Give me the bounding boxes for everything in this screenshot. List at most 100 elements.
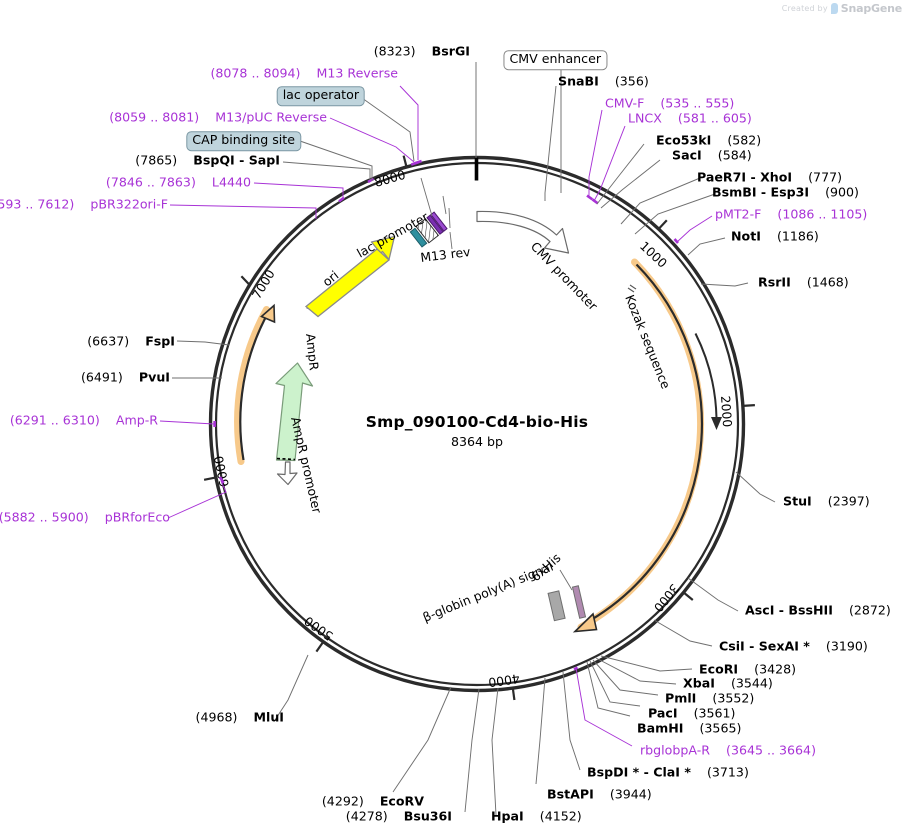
label-asci-bsshii[interactable]: AscI - BssHII (2872): [745, 604, 891, 618]
block-teal: [409, 227, 428, 248]
boxed-label-cmv-enhancer[interactable]: CMV enhancer: [503, 50, 607, 70]
label-lncx-name: LNCX: [628, 110, 662, 126]
label-ecori[interactable]: EcoRI (3428): [699, 661, 796, 677]
plasmid-name: Smp_090100-Cd4-bio-His: [365, 413, 589, 431]
label-bspqi-sapi[interactable]: (7865) BspQI - SapI: [135, 152, 280, 168]
snapgene-logo-icon: [830, 3, 838, 14]
label-mlui[interactable]: (4968) MluI: [196, 711, 284, 725]
label-bamhi[interactable]: BamHI (3565): [637, 720, 741, 736]
tick-5000: [315, 641, 325, 653]
label-snabi-position: (356): [614, 73, 649, 89]
tick-6000: [203, 476, 217, 481]
ampr-promoter-label: AmpR promoter: [288, 415, 325, 515]
label-bspdi-name: BspDI * - ClaI *: [587, 764, 691, 780]
label-saci[interactable]: SacI (584): [672, 149, 752, 163]
label-m13-reverse-name: M13 Reverse: [316, 65, 398, 81]
boxed-label-lac-operator[interactable]: lac operator: [276, 86, 365, 106]
leader-fspi: [176, 340, 230, 346]
label-bsmbi-esp3i[interactable]: BsmBI - Esp3I (900): [712, 184, 859, 200]
primer-tick-l4440: [367, 177, 375, 184]
label-bsrgi-position: (8323): [373, 43, 416, 59]
amp-arrowhead-left: [260, 303, 276, 324]
amp-core-arc-left: [239, 311, 270, 461]
label-eco53ki[interactable]: Eco53kI (582): [656, 134, 761, 148]
label-snabi[interactable]: SnaBI (356): [558, 73, 649, 89]
leader-cmvf: [588, 109, 603, 197]
label-m13-puc-reverse-position: (8059 .. 8081): [109, 109, 200, 125]
label-bstapi-name: BstAPI: [547, 786, 594, 802]
label-fspi-name: FspI: [145, 333, 175, 349]
label-noti[interactable]: NotI (1186): [731, 228, 819, 244]
label-bsu36i[interactable]: (4278) Bsu36I: [346, 810, 452, 824]
feature-tag-blocks: 6xHis β-globin poly(A) signal: [421, 550, 587, 625]
label-paer7i-xhoi[interactable]: PaeR7I - XhoI (777): [697, 171, 842, 185]
block-hatch: [415, 218, 440, 244]
label-pbr322ori-f[interactable]: (7593 .. 7612) pBR322ori-F: [0, 196, 168, 212]
label-pbrforeco[interactable]: (5882 .. 5900) pBRforEco: [0, 509, 170, 525]
label-bamhi-name: BamHI: [637, 720, 684, 736]
leader-bamhi: [586, 661, 631, 717]
label-bsmbi-name: BsmBI - Esp3I: [712, 184, 810, 200]
watermark-brand-text: SnapGene: [840, 2, 902, 15]
leader-pmli: [592, 659, 659, 696]
leader-pbrforeco: [167, 480, 227, 519]
leader-rsrii: [700, 282, 749, 287]
label-m13-puc-reverse[interactable]: (8059 .. 8081) M13/pUC Reverse: [109, 109, 327, 125]
label-pbrforeco-position: (5882 .. 5900): [0, 509, 89, 525]
label-rsrii[interactable]: RsrII (1468): [758, 276, 849, 290]
block-purple-b: [430, 211, 448, 232]
label-hpai-name: HpaI: [491, 808, 524, 824]
leader-pbr322orif: [169, 204, 317, 219]
orf-core-arc-right: [582, 263, 703, 626]
label-lncx[interactable]: LNCX (581 .. 605): [628, 110, 752, 126]
mcs-connector-2: [442, 195, 447, 215]
label-csii-name: CsiI - SexAI *: [719, 638, 810, 654]
label-leader-lines: [159, 62, 776, 816]
label-bspqi-name: BspQI - SapI: [193, 152, 280, 168]
label-cmv-f[interactable]: CMV-F (535 .. 555): [605, 95, 735, 111]
label-stui[interactable]: StuI (2397): [783, 495, 870, 509]
label-amp-r[interactable]: (6291 .. 6310) Amp-R: [10, 412, 158, 428]
boxed-label-cap-binding-site[interactable]: CAP binding site: [186, 131, 301, 151]
label-xbai[interactable]: XbaI (3544): [683, 675, 773, 691]
mcs-connector-3: [448, 207, 451, 229]
label-bspdi-clai[interactable]: BspDI * - ClaI * (3713): [587, 764, 749, 780]
label-bsrgi[interactable]: (8323) BsrGI: [373, 43, 470, 59]
label-m13-reverse[interactable]: (8078 .. 8094) M13 Reverse: [210, 65, 398, 81]
label-ecori-name: EcoRI: [699, 661, 739, 677]
label-l4440-position: (7846 .. 7863): [105, 174, 196, 190]
label-pmli[interactable]: PmlI (3552): [665, 692, 754, 706]
label-pbr322ori-f-name: pBR322ori-F: [90, 196, 168, 212]
watermark-made-by-text: Created by: [781, 4, 828, 13]
label-paci[interactable]: PacI (3561): [648, 707, 735, 721]
tick-label-8000: 8000: [373, 167, 408, 190]
mcs-connector-4: [449, 231, 453, 250]
label-amp-r-name: Amp-R: [115, 412, 158, 428]
label-hpai[interactable]: HpaI (4152): [491, 808, 582, 824]
label-pvui[interactable]: (6491) PvuI: [81, 371, 170, 385]
label-ecorv[interactable]: (4292) EcoRV: [322, 795, 424, 809]
label-csii-sexai[interactable]: CsiI - SexAI * (3190): [719, 638, 868, 654]
label-pbrforeco-name: pBRforEco: [104, 509, 170, 525]
label-xbai-name: XbaI: [683, 675, 715, 691]
label-cmv-f-position: (535 .. 555): [660, 95, 735, 111]
label-l4440[interactable]: (7846 .. 7863) L4440: [105, 174, 251, 190]
tick-label-4000: 4000: [487, 671, 520, 690]
label-rbglobpa-r[interactable]: rbglobpA-R (3645 .. 3664): [640, 744, 816, 758]
leader-bsu36i: [464, 688, 480, 813]
label-bspdi-position: (3713): [706, 764, 749, 780]
axis-tick-marks: [203, 155, 755, 701]
label-pmt2-f-name: pMT2-F: [715, 206, 762, 222]
leader-xbai: [595, 657, 677, 685]
label-bstapi[interactable]: BstAPI (3944): [547, 786, 652, 802]
label-noti-name: NotI: [731, 228, 761, 244]
orf-short-arc-right: [694, 333, 718, 419]
leader-noti: [687, 237, 726, 256]
label-bsrgi-name: BsrGI: [431, 43, 470, 59]
label-pmt2-f[interactable]: pMT2-F (1086 .. 1105): [715, 206, 867, 222]
orf-arrowhead-right: [572, 612, 598, 633]
label-fspi[interactable]: (6637) FspI: [87, 333, 175, 349]
block-purple-a: [426, 214, 444, 235]
feature-cmv-promoter: CMV promoter: [476, 210, 601, 314]
